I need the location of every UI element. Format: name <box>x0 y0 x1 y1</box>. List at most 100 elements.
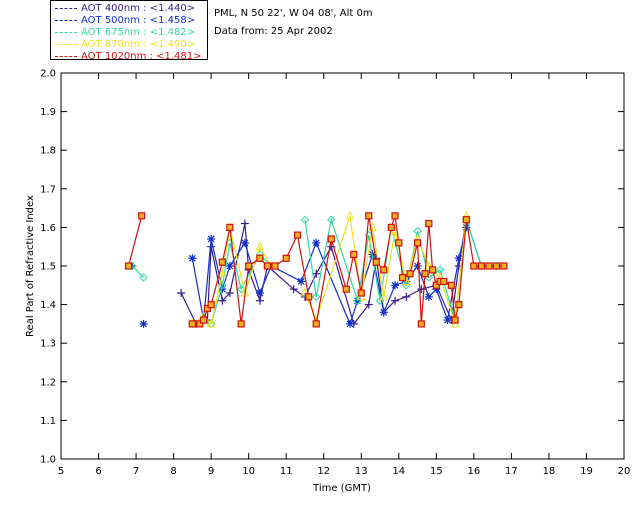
data-point <box>421 270 429 278</box>
data-point <box>470 262 478 270</box>
legend-item-870: AOT 870nm : <1.490> <box>55 39 195 51</box>
data-point <box>432 285 441 294</box>
data-point <box>139 273 148 282</box>
data-point <box>297 277 306 286</box>
x-tick-label: 5 <box>58 466 64 477</box>
legend-swatch-1020 <box>55 55 77 57</box>
y-tick-label: 1.8 <box>40 146 56 157</box>
data-point <box>395 239 403 247</box>
x-tick-label: 18 <box>543 466 556 477</box>
x-tick-label: 14 <box>392 466 405 477</box>
data-point <box>312 269 321 278</box>
y-tick-label: 2.0 <box>40 69 56 80</box>
data-point <box>391 296 400 305</box>
date-text: Data from: 25 Apr 2002 <box>214 26 333 37</box>
data-point <box>413 262 422 270</box>
data-point <box>271 262 279 270</box>
data-point <box>391 281 400 290</box>
data-point <box>406 270 414 278</box>
data-point <box>454 254 463 263</box>
legend-swatch-870 <box>55 43 77 45</box>
data-point <box>364 300 373 309</box>
data-point <box>263 262 272 270</box>
data-point <box>207 234 216 243</box>
y-tick-label: 1.5 <box>40 262 56 273</box>
data-point <box>138 212 146 220</box>
y-tick-label: 1.0 <box>40 455 56 466</box>
data-point <box>379 308 388 317</box>
data-point <box>255 289 264 298</box>
legend-label-870: AOT 870nm : <1.490> <box>81 39 196 50</box>
data-point <box>200 316 208 324</box>
legend-label-500: AOT 500nm : <1.458> <box>81 15 196 26</box>
y-axis: 1.0 1.1 1.2 1.3 1.4 1.5 1.6 1.7 1.8 1.9 2.0 <box>40 69 624 466</box>
data-point <box>424 292 433 301</box>
data-point <box>305 293 313 301</box>
x-tick-label: 13 <box>355 466 368 477</box>
data-point <box>380 266 388 274</box>
data-point <box>462 216 470 224</box>
location-text: PML, N 50 22', W 04 08', Alt 0m <box>214 8 373 19</box>
data-point <box>218 258 226 266</box>
x-tick-label: 20 <box>618 466 631 477</box>
data-point <box>447 281 455 289</box>
y-axis-label: Real Part of Refractive Index <box>25 195 36 337</box>
data-point <box>440 277 448 286</box>
data-point <box>413 239 422 247</box>
data-point <box>226 223 234 231</box>
data-point <box>124 262 133 270</box>
data-point <box>485 262 493 270</box>
data-point <box>188 254 197 263</box>
data-point <box>327 215 336 224</box>
x-tick-label: 9 <box>208 466 214 477</box>
data-point <box>451 316 459 324</box>
data-point <box>206 318 216 328</box>
data-point <box>357 289 365 297</box>
data-point <box>379 291 389 301</box>
data-point <box>342 285 350 293</box>
data-point <box>237 320 245 328</box>
data-point <box>417 320 425 328</box>
data-point <box>293 231 302 239</box>
data-point <box>188 320 196 328</box>
y-tick-label: 1.7 <box>40 184 56 195</box>
legend-swatch-400 <box>55 7 77 9</box>
data-point <box>425 219 433 228</box>
legend-label-400: AOT 400nm : <1.440> <box>81 3 196 14</box>
x-tick-label: 7 <box>133 466 139 477</box>
y-tick-label: 1.4 <box>40 300 56 311</box>
data-point <box>477 262 485 270</box>
x-tick-label: 19 <box>580 466 593 477</box>
x-axis: 5 6 7 8 9 10 11 12 13 14 15 16 17 18 19 20 <box>58 73 631 477</box>
data-point <box>245 262 253 270</box>
legend-item-500: AOT 500nm : <1.458> <box>55 15 195 27</box>
data-point <box>255 241 265 251</box>
data-point <box>218 296 227 305</box>
data-point <box>346 319 355 328</box>
data-point <box>300 287 310 297</box>
data-point <box>139 319 148 328</box>
data-point <box>387 223 395 231</box>
x-tick-label: 16 <box>467 466 480 477</box>
data-point <box>240 238 249 247</box>
data-point <box>432 281 440 289</box>
data-point <box>327 235 335 243</box>
x-tick-label: 6 <box>95 466 101 477</box>
y-tick-label: 1.9 <box>40 107 56 118</box>
data-point <box>391 212 399 220</box>
series-aot_1020 <box>124 212 508 328</box>
data-point <box>203 304 211 313</box>
x-axis-label: Time (GMT) <box>312 483 371 494</box>
legend-item-1020: AOT 1020nm : <1.481> <box>55 51 201 63</box>
plot-area <box>60 72 625 460</box>
x-tick-label: 8 <box>170 466 176 477</box>
legend-swatch-500 <box>55 19 77 21</box>
data-point <box>282 254 290 262</box>
data-point <box>177 289 186 298</box>
data-point <box>372 258 380 266</box>
data-point <box>196 320 204 328</box>
data-point <box>402 292 411 301</box>
data-point <box>424 260 434 270</box>
legend-swatch-675 <box>55 31 77 33</box>
legend: AOT 400nm : <1.440> AOT 500nm : <1.458> … <box>50 0 208 63</box>
